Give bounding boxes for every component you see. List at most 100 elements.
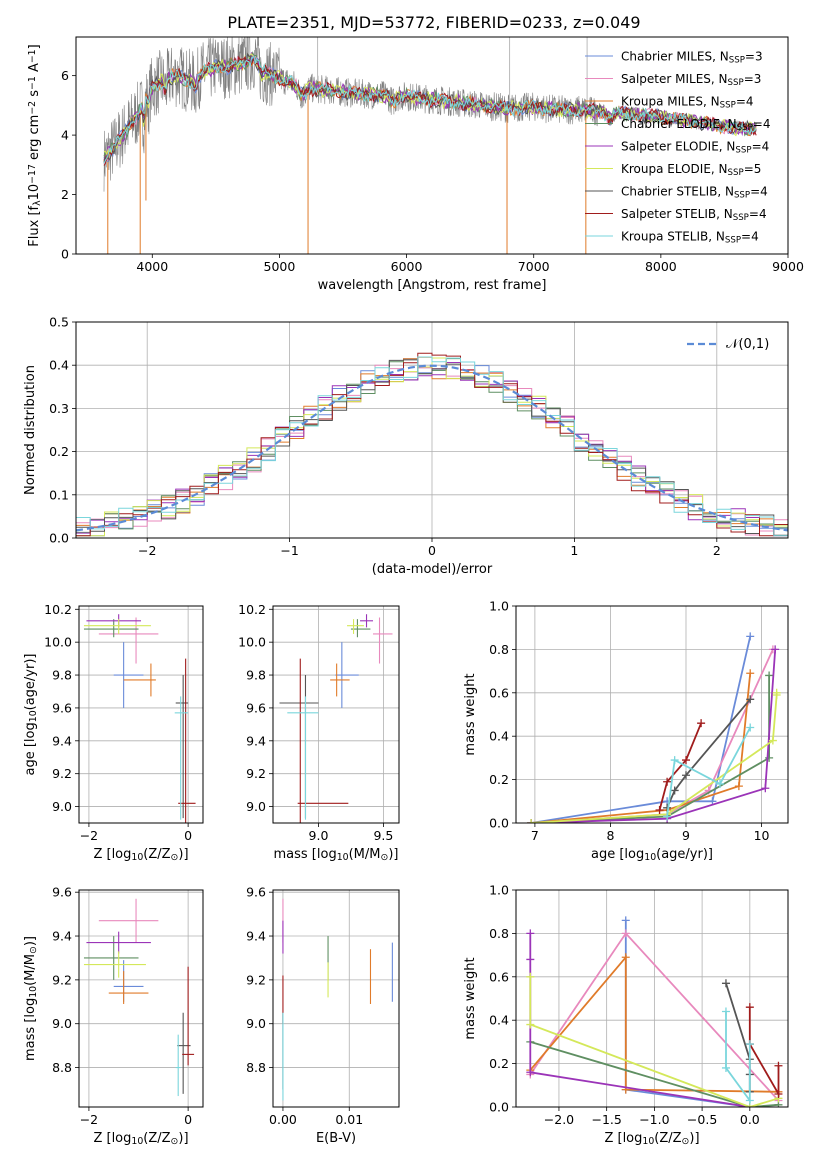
y-axis-label: Normed distribution (23, 365, 38, 495)
label-text: Chabrier ELODIE, N (621, 117, 737, 131)
legend-entry: Salpeter STELIB, NSSP=4 (621, 207, 767, 223)
y-tick-label: 0.8 (489, 926, 509, 941)
legend-entry: Salpeter MILES, NSSP=3 (621, 72, 761, 88)
x-tick-label: 7000 (518, 259, 550, 274)
y-tick-label: 0.8 (489, 642, 509, 657)
plot-area (103, 37, 757, 254)
histogram-chabrier-stelib (76, 359, 788, 536)
plot-area (282, 898, 393, 1101)
x-tick-label: 8 (606, 828, 614, 843)
label-text: Z [log (93, 847, 131, 862)
weight-point-marker (526, 1068, 535, 1077)
label-text: Z [log (93, 1131, 131, 1146)
weight-point-marker (721, 1007, 730, 1016)
y-tick-label: 9.4 (52, 733, 72, 748)
x-tick-label: −2 (138, 543, 156, 558)
superscript: −1 (27, 76, 38, 90)
subscript: SSP (737, 123, 753, 133)
label-text: Kroupa ELODIE, N (621, 162, 728, 176)
weight-point-marker (765, 753, 774, 762)
x-tick-label: 5000 (264, 259, 296, 274)
y-tick-label: 0.3 (49, 401, 69, 416)
weight-point-marker (746, 695, 755, 704)
x-tick-label: 0 (184, 1112, 192, 1127)
subscript: 10 (337, 852, 349, 863)
weight-point-marker (765, 671, 774, 680)
x-axis-label: Z [log10(Z/Z⊙)] (604, 1131, 699, 1147)
x-tick-label: 4000 (136, 259, 168, 274)
label-text: )] (388, 847, 398, 862)
weight-line (530, 636, 752, 823)
axes-frame (272, 605, 400, 824)
x-tick-label: −2 (80, 1112, 98, 1127)
axes-frame (515, 889, 789, 1108)
weight-line (530, 1041, 779, 1107)
label-text: erg cm (27, 115, 42, 164)
label-text: wavelength [Angstrom, rest frame] (318, 278, 547, 293)
weight-point-marker (771, 645, 780, 654)
x-axis-label: age [log10(age/yr)] (591, 847, 713, 863)
label-text: Salpeter ELODIE, N (621, 140, 735, 154)
subscript: 10 (642, 1136, 654, 1147)
legend-entry: Chabrier STELIB, NSSP=4 (621, 185, 768, 201)
plot-area (83, 614, 196, 823)
x-tick-label: −1.5 (591, 1112, 621, 1127)
x-tick-label: 0 (428, 543, 436, 558)
legend-entry: Chabrier ELODIE, NSSP=4 (621, 117, 770, 133)
y-tick-label: 9.6 (52, 700, 72, 715)
weight-point-marker (527, 819, 536, 823)
weight-line (748, 1007, 780, 1098)
label-text: )] (23, 936, 38, 946)
label-text: =5 (744, 162, 762, 176)
plot-area (83, 898, 195, 1097)
axes-frame (272, 889, 400, 1108)
y-tick-label: 0.4 (49, 358, 69, 373)
weight-point-marker (716, 779, 724, 788)
y-tick-label: 9.8 (246, 668, 266, 683)
math-run: 𝒩(0,1) (726, 337, 769, 352)
y-tick-label: 0.5 (49, 315, 69, 330)
axes-frame (515, 605, 789, 824)
subscript: SSP (735, 146, 751, 156)
y-axis-label: mass [log10(M/M⊙)] (23, 936, 39, 1061)
y-tick-label: 4 (61, 128, 69, 143)
weight-point-marker (697, 719, 706, 728)
label-text: E(B-V) (316, 1131, 356, 1146)
x-tick-label: 2 (713, 543, 721, 558)
x-tick-label: 10 (754, 828, 770, 843)
label-text: (Z/Z (143, 847, 170, 862)
legend-entry: Salpeter ELODIE, NSSP=4 (621, 140, 769, 156)
label-text: mass [log (274, 847, 337, 862)
weight-point-marker (655, 805, 664, 814)
weight-point-marker (621, 929, 630, 938)
label-text: Salpeter MILES, N (621, 72, 728, 86)
plot-area (527, 632, 781, 823)
weight-point-marker (774, 1089, 783, 1098)
label-text: (Z/Z (654, 1131, 681, 1146)
y-tick-label: 9.6 (52, 885, 72, 900)
weight-line (725, 1011, 751, 1104)
label-text: )] (689, 1131, 699, 1146)
weight-line (531, 649, 777, 823)
weight-point-marker (721, 1063, 730, 1072)
panel-age_vs_mass: 9.0 9.5 9.0 9.2 9.4 9.6 9.8 10.0 10.2 mass [log10… (238, 602, 400, 863)
x-axis-label: (data-model)/error (372, 562, 493, 577)
subscript: ⊙ (171, 1136, 179, 1147)
weight-point-marker (761, 784, 770, 793)
y-tick-label: 9.4 (246, 733, 266, 748)
label-text: Kroupa MILES, N (621, 95, 720, 109)
panel-weight_vs_Z: −2.0 −1.5 −1.0 −0.5 0.0 0.0 0.2 0.4 0.6 0.8 1.0 Z [… (463, 883, 789, 1147)
weight-point-marker (772, 688, 781, 697)
label-text: =4 (741, 230, 759, 244)
label-text: )] (178, 1131, 188, 1146)
y-tick-label: 9.8 (52, 668, 72, 683)
legend-entry: Kroupa STELIB, NSSP=4 (621, 230, 759, 246)
y-tick-label: 0.6 (489, 685, 509, 700)
label-text: Kroupa STELIB, N (621, 230, 725, 244)
label-text: mass weight (463, 673, 478, 755)
legend-entry: 𝒩(0,1) (726, 337, 769, 352)
subscript: SSP (729, 56, 745, 66)
x-axis-label: wavelength [Angstrom, rest frame] (318, 278, 547, 293)
